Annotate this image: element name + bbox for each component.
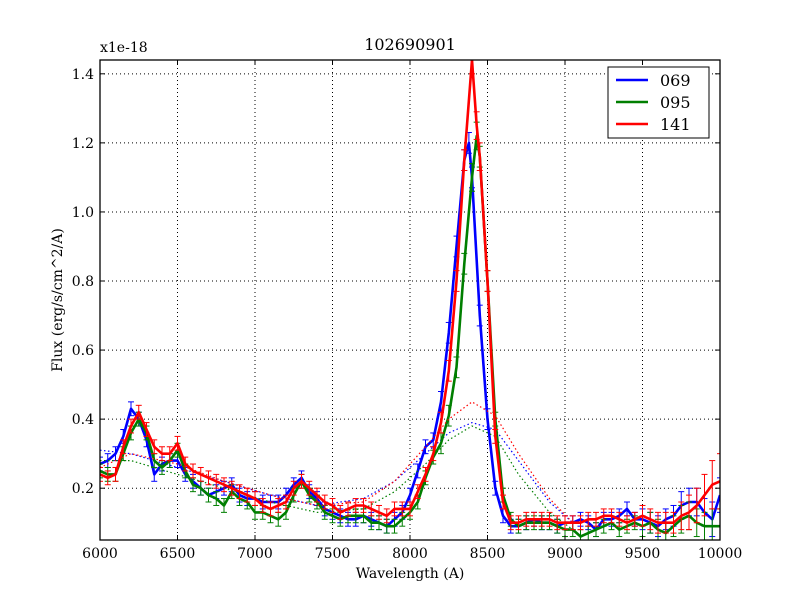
x-tick-label: 6000 [82, 546, 118, 562]
x-tick-label: 7000 [237, 546, 273, 562]
x-tick-label: 9000 [547, 546, 583, 562]
legend-label-141: 141 [660, 115, 691, 134]
y-offset-label: x1e-18 [100, 40, 148, 56]
axis-ticks: 6000 6500 7000 7500 8000 8500 9000 9500 10000 0.2… [72, 60, 743, 562]
plot-area [100, 60, 720, 540]
x-tick-label: 8500 [470, 546, 506, 562]
legend: 069 095 141 [607, 66, 710, 139]
x-tick-label: 9500 [625, 546, 661, 562]
series-141-line [100, 60, 720, 525]
y-tick-label: 0.6 [72, 343, 94, 359]
y-tick-label: 0.4 [72, 412, 94, 428]
x-tick-label: 10000 [698, 546, 743, 562]
y-tick-label: 1.0 [72, 205, 94, 221]
x-tick-label: 8000 [392, 546, 428, 562]
y-tick-label: 0.2 [72, 481, 94, 497]
x-axis-label: Wavelength (A) [356, 566, 465, 582]
y-tick-label: 1.4 [72, 67, 94, 83]
legend-label-069: 069 [660, 71, 691, 90]
chart-title: 102690901 [364, 35, 456, 54]
series-095-line [100, 134, 720, 538]
legend-label-095: 095 [660, 93, 691, 112]
y-tick-label: 1.2 [72, 136, 94, 152]
x-tick-label: 7500 [315, 546, 351, 562]
series-141 [100, 60, 720, 534]
y-axis-label: Flux (erg/s/cm^2/A) [50, 228, 66, 372]
x-tick-label: 6500 [160, 546, 196, 562]
y-tick-label: 0.8 [72, 274, 94, 290]
